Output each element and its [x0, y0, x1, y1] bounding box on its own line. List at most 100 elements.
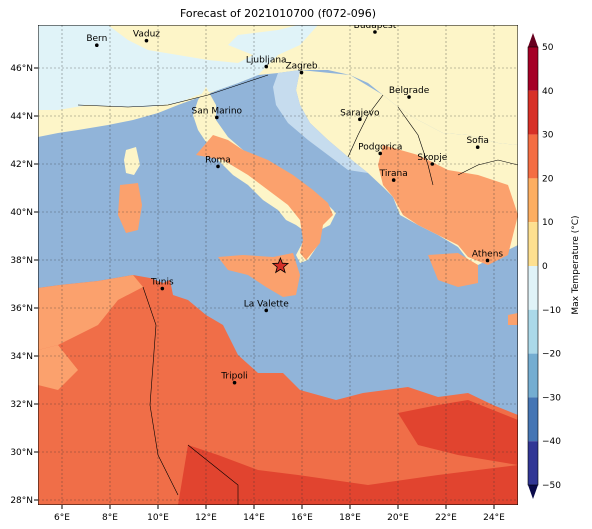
y-tick-label: 44°N [10, 112, 33, 122]
city-label: Tripoli [220, 372, 248, 382]
x-tick-label: 22°E [435, 513, 457, 523]
greece-mild [378, 145, 518, 265]
colorbar-tick-label: 50 [542, 43, 554, 53]
city-label: Sofia [466, 136, 488, 146]
colorbar-tick-label: 20 [542, 174, 554, 184]
corsica-land [124, 147, 140, 175]
crete-land [508, 313, 518, 325]
y-tick-label: 34°N [10, 352, 33, 362]
city-dot [485, 258, 490, 263]
colorbar-segment [528, 441, 538, 485]
colorbar-tick-label: 0 [542, 262, 548, 272]
city-dot [378, 151, 383, 156]
city-label: Belgrade [389, 86, 430, 96]
city-dot [475, 145, 480, 149]
southern-italy-mild [196, 135, 333, 260]
sardinia-land [118, 183, 142, 233]
city-dot [216, 164, 220, 169]
colorbar-segment [528, 266, 538, 310]
y-tick-label: 42°N [10, 160, 33, 170]
colorbar: 50 40 30 20 10 0 −10 −20 −30 −40 −50 [527, 33, 561, 499]
y-tick-label: 36°N [10, 304, 33, 314]
colorbar-tick-label: −40 [542, 437, 561, 447]
colorbar-tick-label: −30 [542, 393, 561, 403]
hot-region-east [398, 400, 518, 465]
city-label: Tirana [379, 169, 408, 179]
colorbar-frame [527, 46, 539, 486]
city-label: Ljubljana [246, 56, 287, 66]
colorbar-max-arrow [528, 33, 538, 47]
mild-north-africa [38, 275, 143, 350]
graticule [38, 25, 518, 505]
y-tick-label: 40°N [10, 208, 33, 218]
city-label: Tunis [150, 278, 174, 288]
x-tick-label: 16°E [291, 513, 313, 523]
city-label: Bern [86, 34, 107, 44]
city-label: Sarajevo [340, 108, 380, 118]
colorbar-min-arrow [528, 485, 538, 499]
hot-region [178, 445, 518, 505]
city-dot [358, 117, 362, 122]
colorbar-label: Max Temperature (°C) [571, 215, 581, 314]
colorbar-segment [528, 90, 538, 135]
y-tick-label: 32°N [10, 400, 33, 410]
city-dot [232, 380, 237, 385]
city-label: La Valette [244, 299, 289, 309]
x-axis-ticks: 6°E 8°E 10°E 12°E 14°E 16°E 18°E 20°E 22°E 24°E [54, 505, 505, 523]
colorbar-tick-label: −20 [542, 350, 561, 360]
city-dot [430, 162, 435, 166]
alps-cold-land [38, 25, 318, 110]
star-marker [271, 256, 290, 274]
colorbar-segment [528, 134, 538, 179]
y-tick-label: 30°N [10, 448, 33, 458]
colorbar-segment [528, 47, 538, 91]
colorbar-tick-label: 30 [542, 131, 554, 141]
x-tick-label: 20°E [387, 513, 409, 523]
city-dot [215, 115, 219, 120]
x-tick-label: 10°E [147, 513, 169, 523]
colorbar-segment [528, 178, 538, 223]
city-label: San Marino [192, 106, 243, 116]
peloponnese-land [428, 253, 478, 287]
y-tick-label: 38°N [10, 256, 33, 266]
colorbar-segment [528, 353, 538, 398]
city-dot [391, 178, 396, 182]
city-dot [144, 38, 149, 43]
x-tick-label: 12°E [195, 513, 217, 523]
colorbar-tick-label: −50 [542, 481, 561, 491]
adriatic-cold-water [273, 70, 368, 173]
x-tick-label: 8°E [102, 513, 118, 523]
city-dot [95, 43, 99, 47]
city-dot [299, 70, 304, 75]
x-tick-label: 14°E [243, 513, 265, 523]
colorbar-segment [528, 397, 538, 442]
city-dot [264, 64, 269, 69]
city-dot [373, 30, 377, 34]
city-label: Vaduz [133, 30, 160, 40]
y-tick-label: 46°N [10, 64, 33, 74]
x-tick-label: 24°E [483, 513, 505, 523]
city-label: Skopje [417, 153, 447, 163]
map-area: Bern Vaduz Budapest Ljubljana Zagreb Belgrade… [37, 21, 519, 506]
city-label: Athens [472, 249, 503, 259]
x-tick-label: 6°E [54, 513, 70, 523]
country-borders [77, 74, 519, 505]
map-title: Forecast of 2021010700 (f072-096) [179, 7, 377, 20]
city-dot [160, 286, 165, 291]
city-label: Roma [205, 155, 231, 165]
city-label: Budapest [354, 25, 397, 31]
city-dot [407, 95, 411, 99]
y-axis-ticks: 46°N 44°N 42°N 40°N 38°N 36°N 34°N 32°N 30°N 28°N [10, 64, 38, 506]
city-label: Podgorica [358, 142, 402, 152]
north-africa-land [38, 275, 518, 505]
colorbar-tick-label: 40 [542, 87, 554, 97]
city-label: Zagreb [285, 62, 317, 72]
colorbar-tick-label: 10 [542, 218, 554, 228]
x-tick-label: 18°E [339, 513, 361, 523]
colorbar-segment [528, 309, 538, 354]
colorbar-tick-label: −10 [542, 306, 561, 316]
y-tick-label: 28°N [10, 496, 33, 506]
